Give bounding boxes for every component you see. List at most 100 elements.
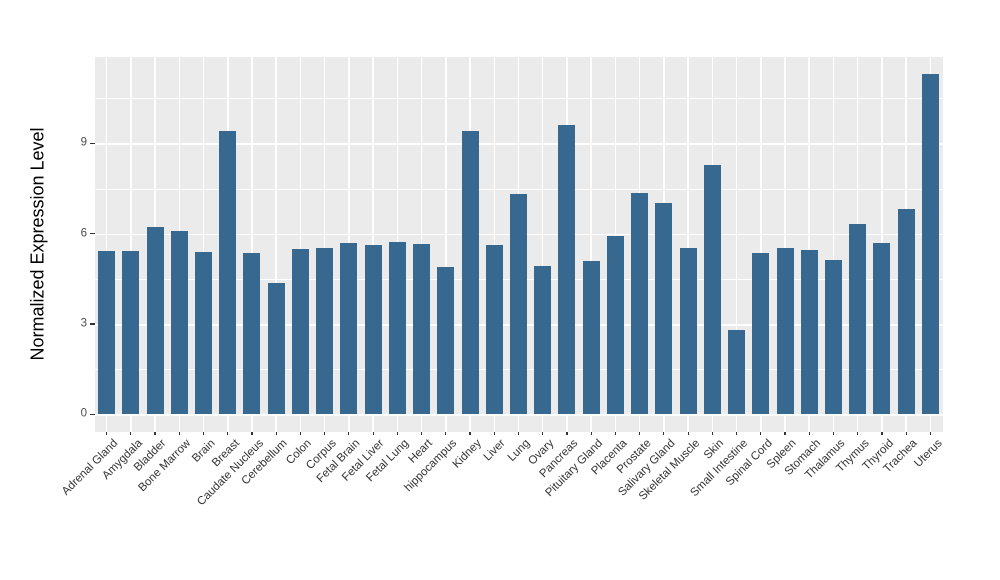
bar-spinal-cord (752, 252, 770, 415)
gridline-x-ovary (541, 56, 544, 432)
bar-thyroid (873, 242, 891, 415)
y-tick-label-9: 9 (80, 136, 87, 149)
gridline-x-thalamus (832, 56, 835, 432)
gridline-x-spleen (784, 56, 786, 432)
y-tick-label-0: 0 (80, 407, 87, 420)
bar-skeletal-muscle (679, 248, 697, 415)
x-axis-label-caudate-nucleus: Caudate Nucleus (194, 437, 266, 509)
x-tick-mark-bladder (154, 431, 156, 435)
x-tick-mark-skeletal-muscle (687, 431, 689, 435)
y-axis-title: Normalized Expression Level (27, 127, 48, 361)
y-tick-label-6: 6 (80, 226, 87, 239)
bar-lung (510, 194, 527, 415)
bar-salivary-gland (655, 202, 673, 415)
gridline-x-spinal-cord (760, 56, 762, 432)
bar-kidney (461, 130, 479, 415)
x-tick-mark-stomach (808, 431, 810, 435)
x-tick-mark-trachea (905, 431, 907, 435)
x-tick-mark-small-intestine (735, 431, 738, 435)
x-tick-mark-prostate (639, 431, 641, 435)
x-axis-label-amygdala: Amygdala (99, 437, 145, 482)
bar-cerebellum (267, 283, 285, 415)
x-tick-mark-liver (493, 431, 495, 435)
bar-colon (291, 249, 309, 415)
x-tick-mark-adrenal-gland (106, 431, 108, 435)
x-tick-mark-breast (227, 431, 229, 435)
x-axis-label-skin: Skin (701, 437, 727, 462)
bar-ovary (534, 266, 552, 415)
gridline-x-cerebellum (275, 56, 277, 432)
x-axis-label-brain: Brain (189, 437, 218, 465)
bar-corpus (316, 247, 334, 415)
x-tick-mark-amygdala (130, 431, 132, 435)
bar-adrenal-gland (98, 250, 116, 415)
bar-brain (195, 251, 213, 415)
x-axis-label-thalamus: Thalamus (803, 437, 848, 482)
bar-bone-marrow (170, 231, 188, 415)
bar-breast (219, 131, 237, 415)
x-axis-label-corpus: Corpus (303, 437, 339, 472)
x-tick-mark-lung (517, 431, 520, 435)
x-tick-mark-salivary-gland (663, 431, 665, 435)
bar-placenta (606, 236, 624, 415)
gridline-x-liver (493, 56, 496, 432)
gridline-x-amygdala (130, 56, 132, 432)
gridline-x-pituitary-gland (590, 56, 592, 432)
x-tick-mark-bone-marrow (178, 431, 180, 435)
x-tick-mark-fetal-lung (396, 431, 398, 435)
x-tick-mark-caudate-nucleus (251, 431, 253, 435)
gridline-x-hippocampus (445, 56, 447, 432)
x-tick-mark-corpus (324, 431, 326, 435)
x-axis-label-uterus: Uterus (911, 437, 945, 470)
x-tick-mark-uterus (929, 431, 931, 435)
bar-spleen (776, 248, 794, 415)
x-axis-label-bladder: Bladder (132, 437, 169, 474)
gridline-x-heart (420, 56, 423, 432)
x-axis-label-heart: Heart (406, 437, 436, 466)
x-axis-label-salivary-gland: Salivary Gland (616, 437, 678, 499)
x-axis-label-placenta: Placenta (589, 437, 630, 478)
bar-thymus (849, 224, 867, 415)
x-tick-mark-pancreas (566, 431, 568, 435)
bar-fetal-liver (364, 244, 382, 415)
bar-prostate (631, 192, 649, 415)
bar-pancreas (558, 124, 576, 415)
x-axis-label-bone-marrow: Bone Marrow (136, 437, 194, 495)
x-axis-label-skeletal-muscle: Skeletal Muscle (636, 437, 702, 503)
gridline-x-corpus (323, 56, 326, 432)
x-axis-label-fetal-liver: Fetal Liver (340, 437, 387, 484)
x-tick-mark-heart (420, 431, 423, 435)
bar-fetal-brain (340, 243, 358, 415)
gridline-x-small-intestine (735, 56, 738, 432)
plot-panel (94, 56, 943, 432)
x-axis-label-thymus: Thymus (834, 437, 872, 475)
x-axis-label-hippocampus: hippocampus (402, 437, 460, 495)
bar-skin (703, 165, 721, 415)
gridline-x-skeletal-muscle (687, 56, 689, 432)
x-axis-label-colon: Colon (284, 437, 315, 468)
x-axis-label-pituitary-gland: Pituitary Gland (543, 437, 605, 500)
bar-amygdala (122, 250, 140, 415)
x-tick-mark-thymus (857, 431, 859, 435)
x-axis-label-lung: Lung (505, 437, 533, 464)
x-tick-mark-thalamus (832, 431, 835, 435)
gridline-x-fetal-liver (372, 56, 374, 432)
x-axis-label-trachea: Trachea (881, 437, 920, 476)
x-tick-mark-fetal-liver (372, 431, 374, 435)
x-axis-label-stomach: Stomach (782, 437, 824, 478)
x-tick-mark-thyroid (881, 431, 883, 435)
x-axis-label-prostate: Prostate (614, 437, 654, 477)
x-tick-mark-brain (202, 431, 205, 435)
bar-small-intestine (728, 330, 746, 415)
x-tick-mark-hippocampus (445, 431, 447, 435)
x-tick-mark-cerebellum (275, 431, 277, 435)
bar-fetal-lung (388, 242, 406, 415)
bar-thalamus (824, 260, 842, 415)
x-tick-mark-kidney (469, 431, 471, 435)
bar-hippocampus (437, 267, 455, 415)
x-axis-label-spinal-cord: Spinal Cord (723, 437, 775, 489)
x-axis-label-small-intestine: Small Intestine (688, 437, 751, 500)
y-tick-label-3: 3 (80, 317, 87, 330)
bar-uterus (921, 73, 939, 415)
